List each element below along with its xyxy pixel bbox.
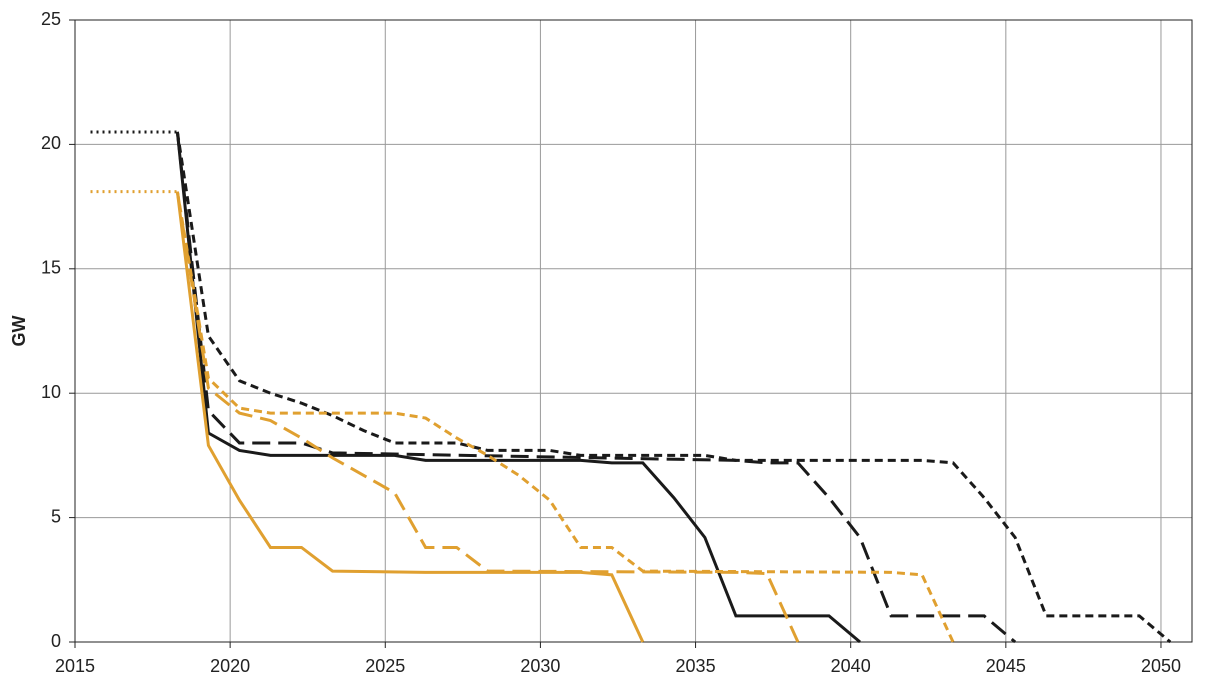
series-line xyxy=(175,191,955,643)
x-tick-label: 2050 xyxy=(1141,656,1181,676)
y-tick-label: 5 xyxy=(51,506,61,526)
series-line xyxy=(175,131,1017,644)
y-tick-label: 25 xyxy=(41,9,61,29)
x-tick-label: 2030 xyxy=(520,656,560,676)
plot-frame xyxy=(74,19,1193,643)
y-tick-label: 0 xyxy=(51,631,61,651)
x-tick-label: 2015 xyxy=(55,656,95,676)
y-tick-label: 15 xyxy=(41,258,61,278)
y-tick-label: 10 xyxy=(41,382,61,402)
x-tick-label: 2035 xyxy=(676,656,716,676)
series-line xyxy=(175,191,645,643)
series-line xyxy=(175,191,800,643)
series-line xyxy=(175,131,861,644)
x-tick-label: 2040 xyxy=(831,656,871,676)
y-tick-label: 20 xyxy=(41,133,61,153)
x-tick-label: 2020 xyxy=(210,656,250,676)
x-tick-label: 2025 xyxy=(365,656,405,676)
x-tick-label: 2045 xyxy=(986,656,1026,676)
series-line xyxy=(175,131,1172,644)
y-axis-label: GW xyxy=(9,315,29,346)
